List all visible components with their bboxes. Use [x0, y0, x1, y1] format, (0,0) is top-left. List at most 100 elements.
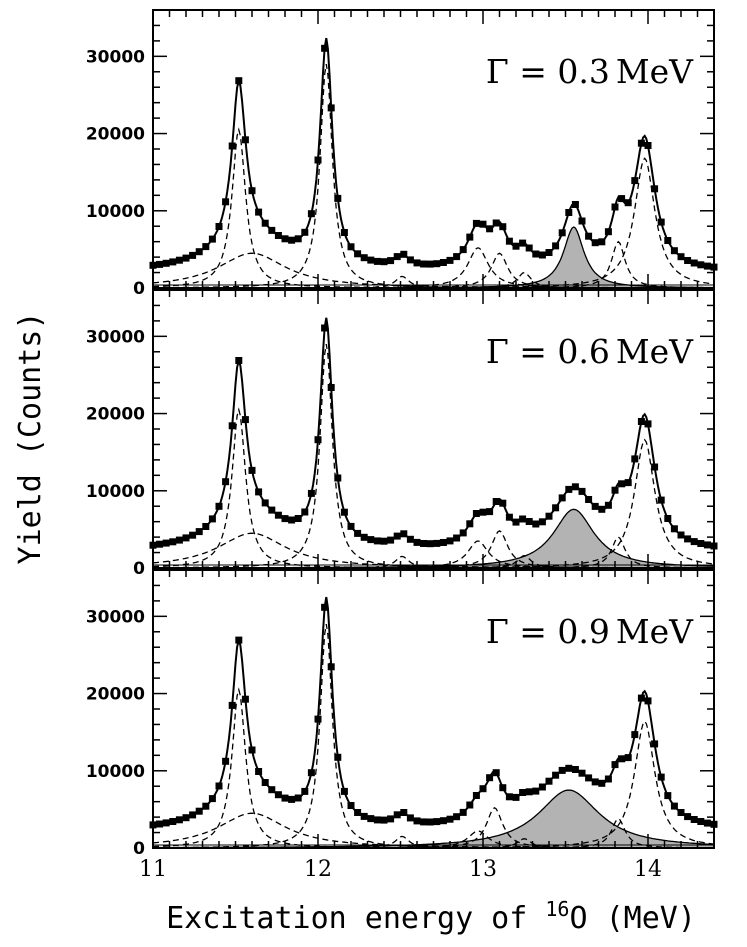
data-point	[294, 794, 302, 802]
data-point	[598, 505, 606, 513]
data-point	[406, 256, 414, 264]
data-point	[387, 536, 395, 544]
gamma-label: Γ = 0.9 MeV	[486, 612, 694, 651]
data-point	[453, 534, 461, 542]
data-point	[182, 534, 190, 542]
data-point	[169, 258, 177, 266]
data-point	[340, 229, 348, 236]
data-point	[413, 259, 421, 267]
data-point	[525, 518, 533, 525]
data-point	[664, 515, 672, 522]
data-point	[294, 235, 302, 243]
data-point	[195, 248, 203, 256]
x-axis-label-suffix: O (MeV)	[569, 901, 695, 936]
data-point	[314, 156, 322, 164]
x-tick-label: 12	[304, 857, 332, 882]
data-point	[585, 496, 593, 503]
y-tick-label: 0	[133, 839, 145, 859]
dashed-component-10	[153, 438, 715, 569]
data-point	[426, 260, 434, 268]
data-point	[545, 512, 553, 520]
data-point	[571, 201, 579, 208]
data-point	[499, 499, 507, 507]
data-point	[578, 769, 586, 777]
data-point	[373, 257, 381, 265]
data-point	[189, 811, 197, 819]
data-point	[684, 535, 692, 543]
data-point	[215, 502, 223, 510]
data-point	[466, 801, 474, 809]
data-point	[697, 818, 705, 825]
data-point	[307, 769, 315, 777]
panel-3: 0 10000 20000 30000 Γ = 0.9 MeV	[86, 569, 718, 859]
data-point	[347, 802, 355, 809]
data-point	[519, 789, 527, 796]
data-point	[426, 818, 434, 826]
data-point	[611, 761, 619, 769]
y-tick-label: 30000	[86, 47, 145, 67]
data-point	[340, 787, 348, 795]
data-point	[472, 219, 480, 227]
data-point	[400, 250, 408, 258]
data-point	[466, 520, 474, 528]
data-point	[631, 455, 639, 463]
data-point	[644, 142, 652, 149]
data-point	[189, 531, 197, 539]
x-tick-label: 14	[634, 857, 662, 882]
data-point	[703, 819, 711, 827]
data-point	[492, 769, 500, 777]
data-point	[466, 233, 474, 241]
data-point	[538, 518, 546, 526]
data-point	[393, 253, 401, 261]
data-point	[552, 771, 560, 779]
data-point	[215, 782, 223, 790]
data-point	[571, 483, 579, 491]
data-point	[697, 540, 705, 547]
data-point	[380, 537, 388, 545]
data-point	[182, 254, 190, 262]
data-point	[598, 238, 606, 246]
y-tick-label: 10000	[86, 762, 145, 782]
data-point	[552, 242, 560, 250]
dashed-component-3	[153, 623, 714, 849]
gamma-label: Γ = 0.6 MeV	[486, 332, 694, 371]
data-point	[354, 250, 362, 258]
data-point	[288, 236, 296, 244]
data-point	[360, 533, 368, 541]
data-point	[327, 384, 335, 391]
data-point	[585, 774, 593, 782]
data-point	[651, 463, 659, 471]
data-point	[439, 539, 447, 546]
data-point	[215, 223, 223, 230]
data-point	[446, 537, 454, 545]
data-point	[235, 357, 243, 364]
data-point	[307, 489, 315, 497]
data-point	[169, 818, 177, 825]
data-point	[255, 488, 263, 496]
data-point	[453, 253, 461, 261]
y-tick-label: 0	[133, 279, 145, 299]
data-point	[618, 195, 626, 203]
data-point	[651, 740, 659, 748]
data-point	[202, 243, 210, 251]
data-point	[433, 539, 441, 547]
data-point	[512, 793, 520, 801]
data-point	[558, 766, 566, 774]
data-point	[261, 779, 269, 786]
data-point	[657, 773, 665, 781]
data-point	[387, 815, 395, 823]
data-point	[175, 816, 183, 824]
panel-1: 0 10000 20000 30000 Γ = 0.3 MeV	[86, 9, 718, 299]
data-point	[591, 778, 599, 786]
data-point	[532, 520, 540, 528]
data-point	[492, 498, 500, 505]
data-point	[162, 259, 170, 267]
dashed-component-10	[153, 720, 715, 849]
data-point	[598, 779, 606, 787]
data-point	[637, 418, 645, 425]
data-point	[301, 508, 309, 516]
gamma-label-value: 0.3	[557, 52, 609, 91]
data-point	[486, 774, 494, 782]
data-point	[631, 731, 639, 739]
data-point	[651, 185, 659, 193]
